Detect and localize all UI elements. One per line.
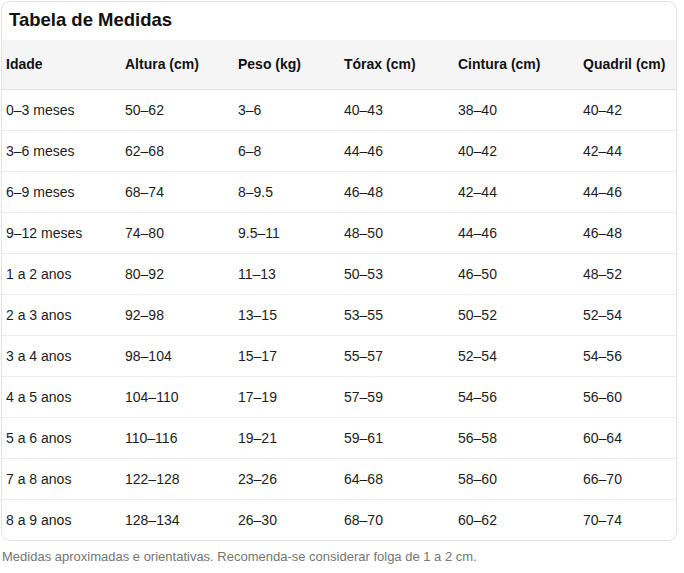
measurement-cell: 44–46	[579, 171, 676, 212]
measurement-cell: 50–52	[454, 294, 579, 335]
measurement-cell: 52–54	[579, 294, 676, 335]
measurement-cell: 54–56	[454, 376, 579, 417]
table-row: 0–3 meses50–623–640–4338–4040–42	[2, 89, 676, 130]
measurement-cell: 68–74	[121, 171, 234, 212]
table-row: 1 a 2 anos80–9211–1350–5346–5048–52	[2, 253, 676, 294]
table-row: 2 a 3 anos92–9813–1553–5550–5252–54	[2, 294, 676, 335]
measurement-cell: 23–26	[234, 458, 340, 499]
measurement-cell: 48–50	[340, 212, 454, 253]
age-cell: 6–9 meses	[2, 171, 121, 212]
age-cell: 3 a 4 anos	[2, 335, 121, 376]
measurement-cell: 56–58	[454, 417, 579, 458]
measurement-cell: 66–70	[579, 458, 676, 499]
measurement-cell: 17–19	[234, 376, 340, 417]
size-chart-card: Tabela de Medidas IdadeAltura (cm)Peso (…	[1, 1, 677, 541]
measurement-cell: 42–44	[454, 171, 579, 212]
measurement-cell: 3–6	[234, 89, 340, 130]
column-header: Altura (cm)	[121, 40, 234, 89]
footnote: Medidas aproximadas e orientativas. Reco…	[2, 549, 477, 565]
measurement-cell: 92–98	[121, 294, 234, 335]
column-header: Cintura (cm)	[454, 40, 579, 89]
measurement-cell: 40–43	[340, 89, 454, 130]
age-cell: 2 a 3 anos	[2, 294, 121, 335]
age-cell: 4 a 5 anos	[2, 376, 121, 417]
measurement-cell: 56–60	[579, 376, 676, 417]
table-row: 3 a 4 anos98–10415–1755–5752–5454–56	[2, 335, 676, 376]
table-body: 0–3 meses50–623–640–4338–4040–423–6 mese…	[2, 89, 676, 540]
age-cell: 8 a 9 anos	[2, 499, 121, 540]
measurement-cell: 57–59	[340, 376, 454, 417]
measurement-cell: 104–110	[121, 376, 234, 417]
measurement-cell: 26–30	[234, 499, 340, 540]
measurement-cell: 110–116	[121, 417, 234, 458]
measurement-cell: 6–8	[234, 130, 340, 171]
table-row: 9–12 meses74–809.5–1148–5044–4646–48	[2, 212, 676, 253]
measurement-cell: 13–15	[234, 294, 340, 335]
measurements-table: IdadeAltura (cm)Peso (kg)Tórax (cm)Cintu…	[2, 40, 676, 540]
table-row: 5 a 6 anos110–11619–2159–6156–5860–64	[2, 417, 676, 458]
measurement-cell: 60–62	[454, 499, 579, 540]
measurement-cell: 46–48	[340, 171, 454, 212]
measurement-cell: 60–64	[579, 417, 676, 458]
measurement-cell: 80–92	[121, 253, 234, 294]
age-cell: 5 a 6 anos	[2, 417, 121, 458]
measurement-cell: 52–54	[454, 335, 579, 376]
measurement-cell: 64–68	[340, 458, 454, 499]
measurement-cell: 122–128	[121, 458, 234, 499]
measurement-cell: 48–52	[579, 253, 676, 294]
table-row: 3–6 meses62–686–844–4640–4242–44	[2, 130, 676, 171]
measurement-cell: 54–56	[579, 335, 676, 376]
measurement-cell: 11–13	[234, 253, 340, 294]
measurement-cell: 55–57	[340, 335, 454, 376]
measurement-cell: 68–70	[340, 499, 454, 540]
measurement-cell: 70–74	[579, 499, 676, 540]
measurement-cell: 58–60	[454, 458, 579, 499]
column-header: Tórax (cm)	[340, 40, 454, 89]
measurement-cell: 46–50	[454, 253, 579, 294]
table-row: 4 a 5 anos104–11017–1957–5954–5656–60	[2, 376, 676, 417]
age-cell: 0–3 meses	[2, 89, 121, 130]
measurement-cell: 15–17	[234, 335, 340, 376]
age-cell: 3–6 meses	[2, 130, 121, 171]
measurement-cell: 59–61	[340, 417, 454, 458]
measurement-cell: 74–80	[121, 212, 234, 253]
measurement-cell: 19–21	[234, 417, 340, 458]
measurement-cell: 38–40	[454, 89, 579, 130]
table-row: 7 a 8 anos122–12823–2664–6858–6066–70	[2, 458, 676, 499]
measurement-cell: 9.5–11	[234, 212, 340, 253]
column-header: Peso (kg)	[234, 40, 340, 89]
age-cell: 7 a 8 anos	[2, 458, 121, 499]
measurement-cell: 42–44	[579, 130, 676, 171]
measurement-cell: 40–42	[454, 130, 579, 171]
table-row: 8 a 9 anos128–13426–3068–7060–6270–74	[2, 499, 676, 540]
measurement-cell: 62–68	[121, 130, 234, 171]
measurement-cell: 8–9.5	[234, 171, 340, 212]
column-header: Idade	[2, 40, 121, 89]
age-cell: 1 a 2 anos	[2, 253, 121, 294]
size-chart-title: Tabela de Medidas	[2, 2, 676, 40]
table-row: 6–9 meses68–748–9.546–4842–4444–46	[2, 171, 676, 212]
measurement-cell: 128–134	[121, 499, 234, 540]
column-header: Quadril (cm)	[579, 40, 676, 89]
measurement-cell: 44–46	[454, 212, 579, 253]
measurement-cell: 40–42	[579, 89, 676, 130]
table-header-row: IdadeAltura (cm)Peso (kg)Tórax (cm)Cintu…	[2, 40, 676, 89]
measurement-cell: 98–104	[121, 335, 234, 376]
measurement-cell: 53–55	[340, 294, 454, 335]
measurement-cell: 44–46	[340, 130, 454, 171]
measurement-cell: 50–53	[340, 253, 454, 294]
age-cell: 9–12 meses	[2, 212, 121, 253]
measurement-cell: 50–62	[121, 89, 234, 130]
measurement-cell: 46–48	[579, 212, 676, 253]
